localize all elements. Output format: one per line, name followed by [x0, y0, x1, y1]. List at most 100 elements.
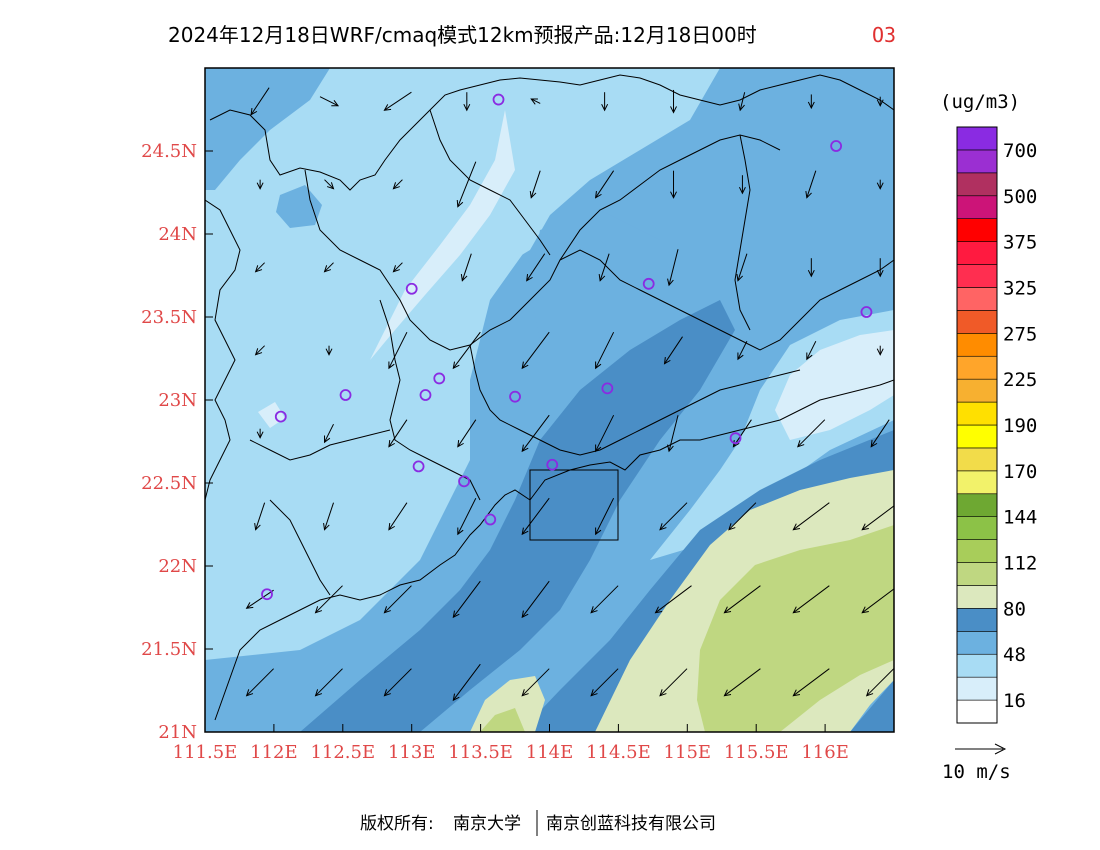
copyright-org-1: 南京大学 [453, 814, 521, 834]
x-tick-label: 111.5E [173, 742, 238, 763]
x-tick-label: 112.5E [310, 742, 375, 763]
footer: 版权所有: 南京大学 南京创蓝科技有限公司 [360, 810, 716, 836]
wind-arrow [521, 497, 550, 536]
legend-bin [956, 470, 998, 495]
wind-arrow [388, 419, 408, 448]
station-marker [339, 389, 352, 401]
legend-label: 225 [1003, 369, 1037, 391]
wind-arrow [659, 668, 688, 697]
legend-bin [956, 562, 998, 586]
legend-label: 16 [1003, 690, 1026, 712]
legend-labels: 16 48 80 112 144 170 190 225 275 325 375 500 700 [1003, 140, 1037, 712]
legend-bin [956, 447, 998, 472]
y-tick-label: 22.5N [141, 473, 197, 494]
wind-arrow [738, 92, 746, 112]
legend-label: 700 [1003, 140, 1037, 162]
zone-112-se [697, 525, 894, 732]
wind-arrow [529, 170, 541, 199]
wind-arrow [383, 668, 412, 697]
legend-label: 112 [1003, 553, 1037, 575]
province-border-west [205, 199, 241, 501]
color-legend: (ug/m3) 16 48 80 112 144 170 190 225 275 325 375 50… [940, 91, 1037, 783]
wind-arrow [452, 331, 481, 370]
legend-label: 48 [1003, 644, 1026, 666]
wind-arrow [670, 170, 677, 199]
copyright-org-2: 南京创蓝科技有限公司 [546, 814, 716, 834]
legend-label: 500 [1003, 186, 1037, 208]
legend-label: 325 [1003, 277, 1037, 299]
wind-arrow [388, 331, 408, 370]
wind-arrow [736, 253, 748, 282]
zone-16-east [775, 330, 894, 440]
legend-bin [956, 172, 998, 197]
wind-arrow [521, 331, 550, 370]
legend-bin [956, 493, 998, 517]
zone-112-south [480, 708, 525, 732]
wind-arrow [392, 179, 403, 190]
wind-arrow [805, 170, 817, 199]
station-marker [860, 306, 873, 318]
wind-arrow [806, 340, 817, 361]
wind-vectors [245, 87, 894, 702]
legend-bin [956, 149, 998, 174]
wind-arrow [792, 668, 830, 697]
x-tick-label: 113.5E [448, 742, 513, 763]
legend-bin [956, 516, 998, 540]
wind-arrow [245, 589, 274, 609]
wind-arrow [728, 502, 757, 531]
wind-arrow [452, 663, 481, 702]
station-marker [546, 458, 559, 471]
legend-bin [956, 264, 998, 288]
x-tick-label: 112E [250, 742, 298, 763]
legend-bin [956, 218, 998, 242]
station-marker [433, 372, 446, 385]
wind-arrow [723, 585, 761, 614]
county-border-9 [429, 109, 551, 256]
station-marker [830, 140, 843, 152]
wind-arrow [594, 170, 615, 199]
concentration-field [205, 68, 894, 732]
legend-label: 144 [1003, 507, 1037, 529]
county-border-3 [379, 299, 481, 501]
wind-arrow [457, 497, 477, 536]
wind-arrow [792, 585, 830, 614]
wind-arrow [797, 419, 826, 448]
station-marker [484, 513, 497, 526]
y-tick-label: 22N [158, 556, 197, 577]
x-tick-label: 113E [388, 742, 436, 763]
legend-bin [956, 355, 998, 380]
y-tick-label: 23N [158, 390, 197, 411]
wind-arrow [876, 96, 884, 107]
wind-arrow [792, 502, 830, 531]
wind-arrow [456, 161, 477, 208]
county-border-2 [509, 249, 894, 351]
x-tick-label: 116E [801, 742, 849, 763]
wind-arrow [663, 336, 683, 365]
wind-reference: 10 m/s [942, 743, 1011, 783]
x-tick-label: 114E [526, 742, 574, 763]
wind-arrow [876, 345, 884, 356]
zone-64-nw [205, 68, 330, 190]
legend-bin [956, 424, 998, 449]
legend-bin [956, 631, 998, 655]
wind-arrow [595, 497, 615, 536]
legend-bin [956, 585, 998, 609]
zone-80-corner [850, 680, 894, 732]
y-tick-label: 23.5N [141, 307, 197, 328]
wind-arrow [807, 94, 815, 110]
wind-arrow [325, 345, 333, 356]
wind-reference-label: 10 m/s [942, 761, 1011, 783]
station-marker [492, 93, 505, 106]
wind-arrow [388, 502, 408, 531]
wind-arrow [463, 92, 471, 112]
wind-reference-arrowhead [994, 743, 1007, 755]
coastline [214, 379, 894, 721]
wind-arrow [738, 175, 746, 195]
legend-bin [956, 195, 998, 219]
wind-arrow [392, 262, 403, 273]
wind-arrow [521, 414, 550, 453]
y-tick-label: 24N [158, 224, 197, 245]
wind-arrow [254, 502, 266, 531]
wind-arrow [530, 98, 541, 105]
